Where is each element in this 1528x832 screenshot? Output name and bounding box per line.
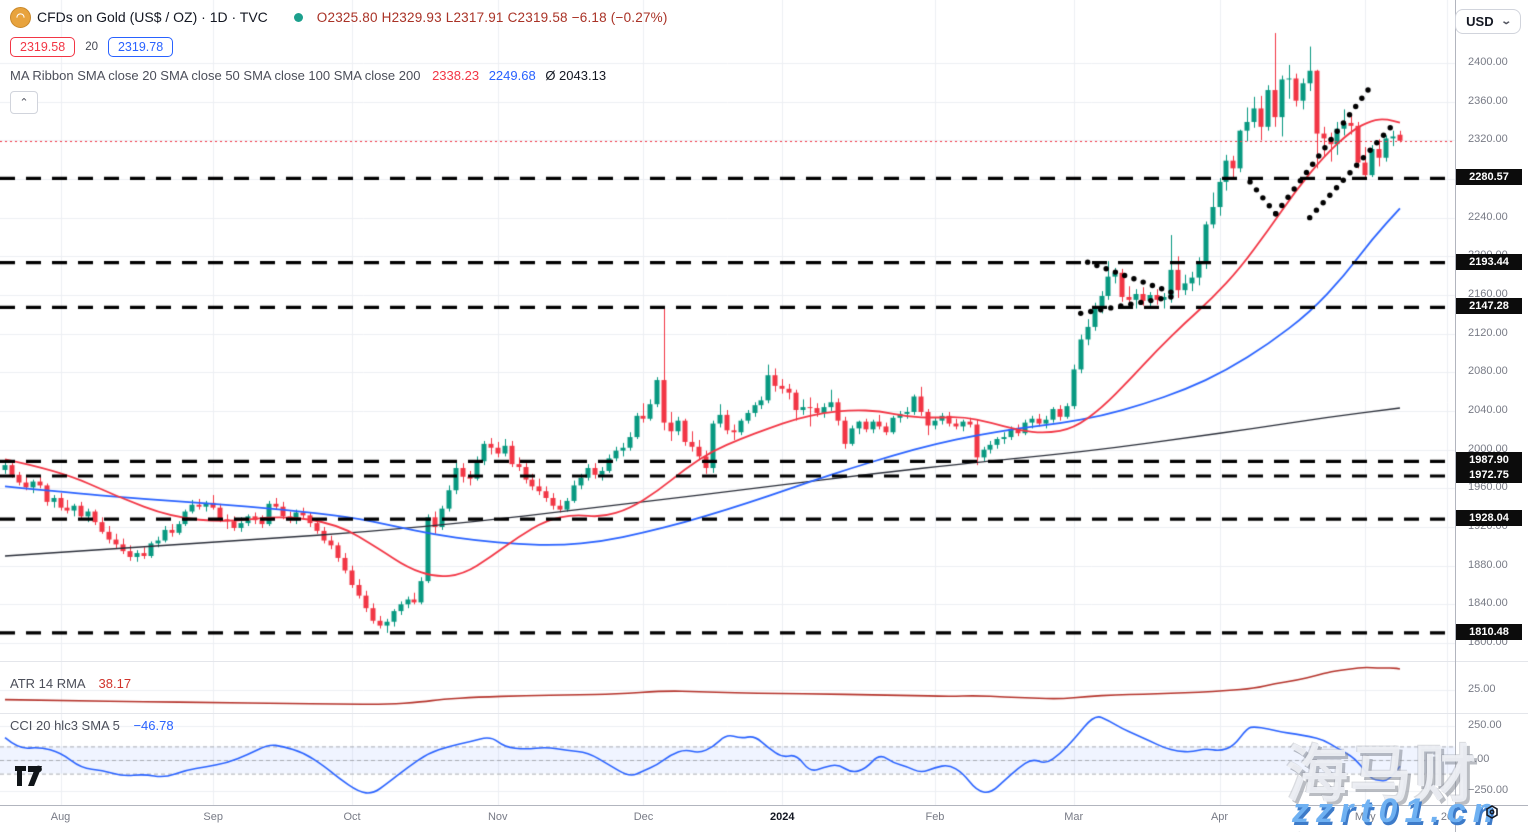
ma50-value: 2249.68 bbox=[488, 68, 536, 83]
order-row: 2319.58 20 2319.78 bbox=[10, 35, 668, 59]
ohlc-values: O2325.80 H2329.93 L2317.91 C2319.58 −6.1… bbox=[316, 9, 668, 25]
price-axis-label[interactable]: 2160.00 bbox=[1468, 287, 1508, 300]
ma-ribbon-row[interactable]: MA Ribbon SMA close 20 SMA close 50 SMA … bbox=[10, 68, 668, 83]
price-level-badge[interactable]: 1810.48 bbox=[1456, 623, 1522, 640]
tradingview-logo-icon[interactable] bbox=[14, 764, 48, 793]
price-axis-label[interactable]: 2240.00 bbox=[1468, 210, 1508, 223]
time-axis-label[interactable]: Aug bbox=[50, 811, 71, 823]
time-axis-label[interactable]: Nov bbox=[487, 811, 508, 823]
price-level-badge[interactable]: 1972.75 bbox=[1456, 467, 1522, 483]
price-level-badge[interactable]: 2193.44 bbox=[1456, 253, 1522, 270]
price-level-badge[interactable]: 2147.28 bbox=[1456, 298, 1522, 315]
atr-value: 38.17 bbox=[98, 676, 132, 691]
time-axis-border bbox=[0, 805, 1528, 806]
symbol-row[interactable]: ◠ CFDs on Gold (US$ / OZ) · 1D · TVC O23… bbox=[10, 6, 668, 28]
symbol-title[interactable]: CFDs on Gold (US$ / OZ) · 1D · TVC bbox=[37, 9, 268, 25]
atr-axis-label[interactable]: 25.00 bbox=[1468, 683, 1496, 695]
quantity-value[interactable]: 20 bbox=[85, 41, 98, 53]
price-level-badge[interactable]: 1928.04 bbox=[1456, 510, 1522, 527]
market-status-icon[interactable] bbox=[293, 12, 303, 22]
time-axis-label[interactable]: Oct bbox=[343, 811, 361, 823]
time-axis-label[interactable]: Feb bbox=[925, 811, 945, 823]
buy-price-button[interactable]: 2319.78 bbox=[107, 37, 174, 57]
price-axis-border bbox=[1455, 0, 1456, 832]
chevron-up-icon: ⌃ bbox=[19, 97, 29, 109]
sell-price-button[interactable]: 2319.58 bbox=[10, 37, 76, 57]
pane-separator-atr[interactable] bbox=[0, 661, 1528, 662]
price-axis-label[interactable]: 2360.00 bbox=[1468, 94, 1508, 107]
price-axis-label[interactable]: 1960.00 bbox=[1468, 481, 1508, 494]
price-axis-label[interactable]: 2320.00 bbox=[1468, 133, 1508, 146]
price-axis-label[interactable]: 1840.00 bbox=[1468, 597, 1508, 610]
time-axis-label[interactable]: Sep bbox=[203, 811, 223, 823]
gold-coin-icon: ◠ bbox=[10, 6, 31, 28]
cci-axis-label[interactable]: 0.00 bbox=[1468, 753, 1490, 765]
currency-selector[interactable]: USD ⌄ bbox=[1455, 9, 1521, 34]
price-axis-label[interactable]: 2040.00 bbox=[1468, 403, 1508, 416]
chevron-down-icon: ⌄ bbox=[1499, 16, 1512, 27]
price-level-badge[interactable]: 2280.57 bbox=[1456, 169, 1522, 186]
cci-value: −46.78 bbox=[133, 718, 174, 733]
atr-legend[interactable]: ATR 14 RMA 38.17 bbox=[10, 676, 131, 691]
chart-legend: ◠ CFDs on Gold (US$ / OZ) · 1D · TVC O23… bbox=[10, 6, 668, 114]
price-axis-label[interactable]: 2080.00 bbox=[1468, 365, 1508, 378]
ma-ribbon-label: MA Ribbon SMA close 20 SMA close 50 SMA … bbox=[10, 68, 421, 83]
time-axis-label[interactable]: Dec bbox=[633, 811, 654, 823]
cci-axis-label[interactable]: −250.00 bbox=[1468, 784, 1509, 796]
cci-label: CCI 20 hlc3 SMA 5 bbox=[10, 718, 120, 733]
ma20-value: 2338.23 bbox=[432, 68, 480, 83]
pane-separator-cci[interactable] bbox=[0, 713, 1528, 714]
axis-settings-gear-icon[interactable] bbox=[1482, 804, 1502, 829]
currency-label: USD bbox=[1466, 14, 1494, 29]
price-axis-label[interactable]: 1880.00 bbox=[1468, 558, 1508, 571]
time-axis-label[interactable]: May bbox=[1354, 811, 1376, 823]
price-axis-label[interactable]: 2000.00 bbox=[1468, 442, 1508, 455]
collapse-indicator-button[interactable]: ⌃ bbox=[10, 91, 38, 114]
time-axis-future-label[interactable]: 20 bbox=[1440, 811, 1454, 823]
cci-legend[interactable]: CCI 20 hlc3 SMA 5 −46.78 bbox=[10, 718, 174, 733]
time-axis-label[interactable]: 2024 bbox=[770, 811, 795, 823]
atr-label: ATR 14 RMA bbox=[10, 676, 85, 691]
price-axis-label[interactable]: 2120.00 bbox=[1468, 326, 1508, 339]
time-axis-label[interactable]: Mar bbox=[1064, 811, 1084, 823]
time-axis-label[interactable]: Apr bbox=[1210, 811, 1229, 823]
cci-axis-label[interactable]: 250.00 bbox=[1468, 719, 1502, 731]
price-axis-label[interactable]: 2400.00 bbox=[1468, 56, 1508, 68]
price-level-badge[interactable]: 1987.90 bbox=[1456, 452, 1522, 469]
ma-avg-value: Ø 2043.13 bbox=[545, 68, 607, 83]
